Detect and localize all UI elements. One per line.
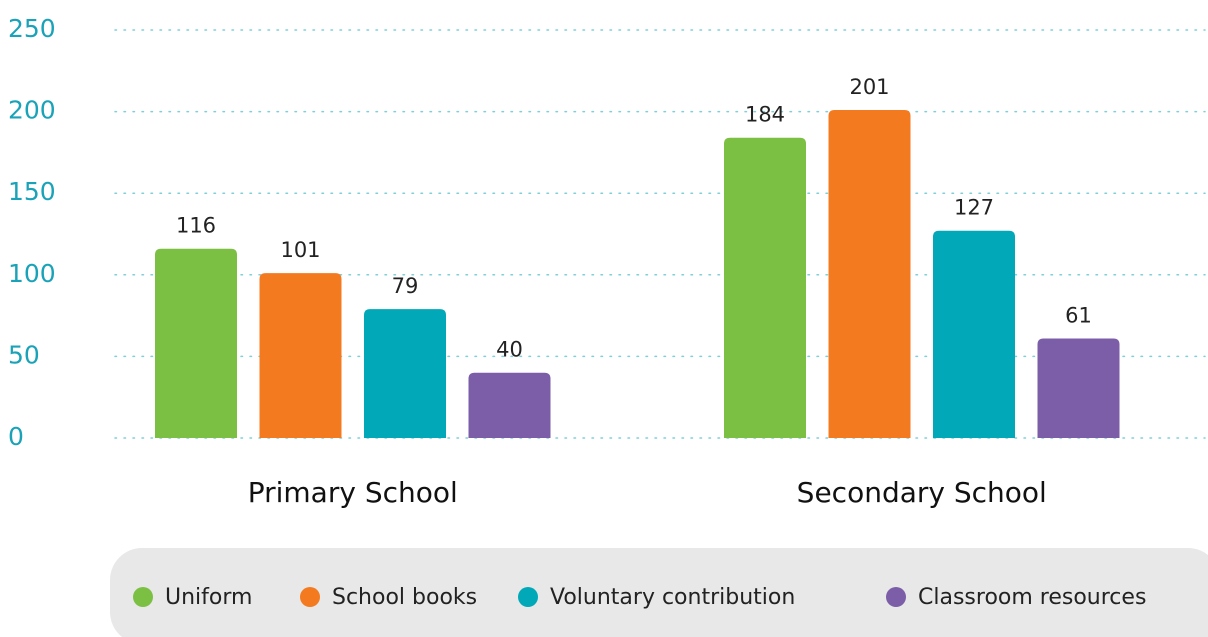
bar: [1037, 338, 1120, 438]
y-tick-label: 100: [8, 259, 56, 288]
data-label: 61: [1065, 303, 1092, 327]
data-label: 201: [849, 75, 889, 99]
data-label: 184: [745, 103, 785, 127]
bar: [364, 309, 446, 438]
legend-label: Classroom resources: [918, 585, 1146, 610]
legend-box: [110, 548, 1208, 637]
y-tick-label: 50: [8, 340, 40, 369]
bar: [724, 137, 806, 438]
bar: [933, 230, 1015, 438]
legend-marker: [518, 587, 538, 607]
data-label: 79: [392, 274, 419, 298]
legend-marker: [133, 587, 153, 607]
x-tick-label: Primary School: [248, 476, 458, 509]
legend-label: Voluntary contribution: [550, 585, 795, 610]
data-label: 116: [176, 214, 216, 238]
y-tick-label: 250: [8, 14, 56, 43]
x-tick-label: Secondary School: [797, 476, 1047, 509]
legend-label: Uniform: [165, 585, 252, 610]
data-label: 101: [280, 238, 320, 262]
legend-marker: [300, 587, 320, 607]
bar: [259, 273, 342, 438]
y-tick-label: 150: [8, 177, 56, 206]
bar: [468, 372, 551, 438]
bar: [828, 109, 911, 438]
legend-marker: [886, 587, 906, 607]
legend-label: School books: [332, 585, 477, 610]
y-tick-label: 0: [8, 422, 24, 451]
y-tick-label: 200: [8, 96, 56, 125]
bar: [155, 248, 237, 438]
data-label: 127: [954, 196, 994, 220]
data-label: 40: [496, 338, 523, 362]
